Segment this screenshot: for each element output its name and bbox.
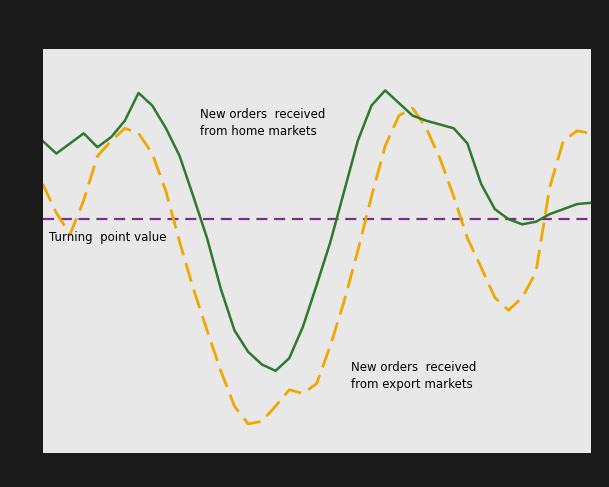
- Text: Turning  point value: Turning point value: [49, 231, 167, 244]
- Text: New orders  received
from home markets: New orders received from home markets: [200, 108, 326, 138]
- Text: New orders  received
from export markets: New orders received from export markets: [351, 361, 476, 391]
